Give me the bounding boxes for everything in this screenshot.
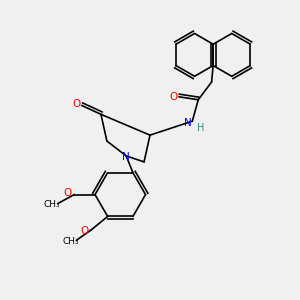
Text: H: H <box>197 123 204 133</box>
Text: N: N <box>184 118 192 128</box>
Text: CH₃: CH₃ <box>62 237 79 246</box>
Text: O: O <box>64 188 72 198</box>
Text: O: O <box>81 226 89 236</box>
Text: O: O <box>169 92 178 102</box>
Text: N: N <box>122 152 130 162</box>
Text: CH₃: CH₃ <box>44 200 60 209</box>
Text: O: O <box>72 99 80 109</box>
